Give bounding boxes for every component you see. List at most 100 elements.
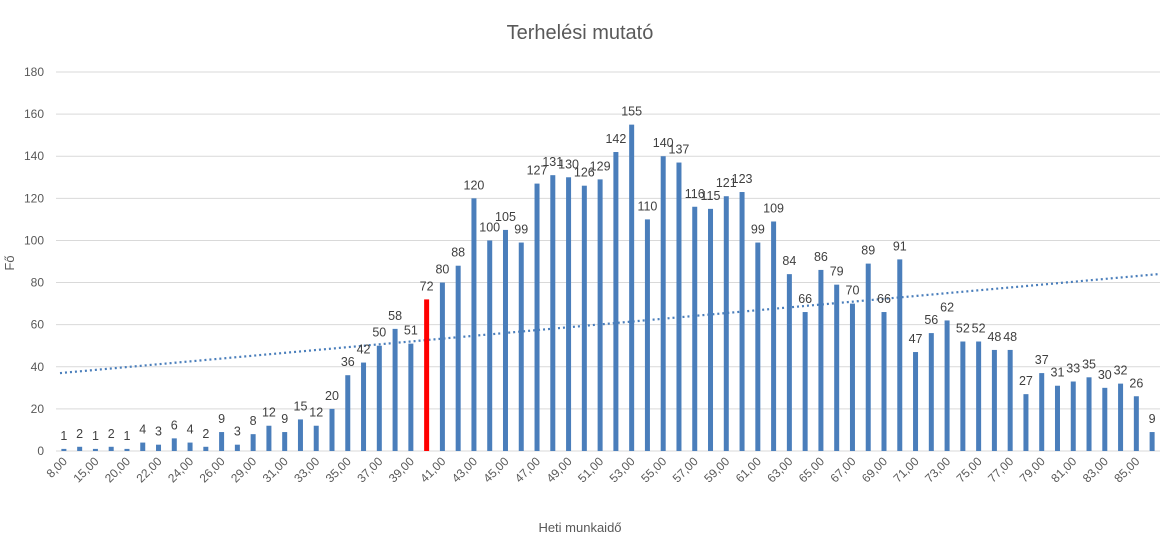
bar: [613, 152, 619, 451]
bar: [692, 206, 698, 451]
x-tick-label: 65,00: [796, 454, 827, 485]
bar: [991, 349, 997, 451]
bar: [392, 328, 398, 451]
data-label: 37: [1035, 353, 1049, 367]
data-label: 110: [637, 199, 657, 213]
x-tick-label: 75,00: [954, 454, 985, 485]
chart-title: Terhelési mutató: [507, 22, 654, 44]
bar: [771, 221, 777, 451]
data-label: 1: [60, 429, 67, 443]
data-label: 4: [187, 423, 194, 437]
bar: [534, 183, 540, 451]
trendline: [59, 273, 1159, 375]
data-label: 9: [281, 412, 288, 426]
data-label: 66: [798, 292, 812, 306]
x-tick-label: 63,00: [764, 454, 795, 485]
bar: [376, 345, 382, 451]
x-tick-label: 41,00: [417, 454, 448, 485]
data-label: 129: [590, 159, 611, 173]
bar: [156, 444, 162, 451]
y-tick-label: 80: [31, 276, 45, 290]
bar: [1007, 349, 1013, 451]
data-label: 2: [108, 427, 115, 441]
data-label: 109: [763, 201, 784, 215]
data-label: 4: [139, 423, 146, 437]
data-label: 99: [751, 223, 765, 237]
bar: [140, 442, 146, 451]
bar: [550, 175, 556, 451]
data-label: 89: [861, 244, 875, 258]
bar: [755, 242, 761, 451]
data-label: 9: [218, 412, 225, 426]
gridlines: [56, 71, 1160, 452]
x-tick-label: 47,00: [512, 454, 543, 485]
bar: [644, 219, 650, 451]
x-tick-label: 49,00: [544, 454, 575, 485]
data-label: 120: [464, 178, 485, 192]
data-label: 131: [542, 155, 563, 169]
bar: [297, 419, 303, 451]
data-label: 50: [372, 326, 386, 340]
x-tick-label: 26,00: [197, 454, 228, 485]
data-label: 32: [1114, 364, 1128, 378]
x-tick-label: 51,00: [575, 454, 606, 485]
data-label: 142: [605, 132, 626, 146]
bar: [92, 448, 98, 451]
data-label: 33: [1066, 362, 1080, 376]
x-tick-label: 69,00: [859, 454, 890, 485]
data-label: 42: [357, 343, 371, 357]
x-tick-label: 83,00: [1080, 454, 1111, 485]
bar: [518, 242, 524, 451]
data-label: 56: [924, 313, 938, 327]
bar: [897, 259, 903, 451]
data-label: 123: [732, 172, 753, 186]
data-label: 58: [388, 309, 402, 323]
data-label: 70: [846, 284, 860, 298]
data-label: 137: [669, 143, 690, 157]
data-label: 30: [1098, 368, 1112, 382]
data-label: 1: [123, 429, 130, 443]
y-tick-label: 40: [31, 360, 45, 374]
data-label: 8: [250, 414, 257, 428]
data-label: 35: [1082, 357, 1096, 371]
bar: [676, 162, 682, 452]
y-axis-ticks: 0 20 40 60 80 100 120 140 160 180: [24, 65, 44, 458]
x-tick-label: 15,00: [70, 454, 101, 485]
bar: [234, 444, 240, 451]
data-label: 47: [909, 332, 923, 346]
x-axis-ticks: 8,00 15,00 20,00 22,00 24,00 26,00 29,00 31,00 3…: [44, 454, 1143, 485]
bar: [849, 303, 855, 451]
bar: [1118, 383, 1124, 451]
bar: [455, 265, 461, 451]
data-label: 26: [1129, 376, 1143, 390]
x-tick-label: 79,00: [1017, 454, 1048, 485]
y-tick-label: 60: [31, 318, 45, 332]
bar: [77, 446, 83, 451]
data-label: 2: [76, 427, 83, 441]
bar: [1054, 385, 1060, 451]
bar: [487, 240, 493, 451]
x-tick-label: 37,00: [354, 454, 385, 485]
bar: [597, 179, 603, 451]
y-tick-label: 180: [24, 65, 44, 79]
bar: [266, 425, 272, 451]
data-label: 155: [621, 105, 642, 119]
bar: [865, 263, 871, 451]
bar: [1102, 387, 1108, 451]
data-label: 116: [685, 187, 705, 201]
bar: [566, 177, 572, 451]
bar: [1086, 377, 1092, 451]
bar: [471, 198, 477, 451]
bar: [1133, 396, 1139, 451]
data-label: 15: [294, 399, 308, 413]
bar: [960, 341, 966, 451]
bar: [723, 196, 729, 451]
data-label: 86: [814, 250, 828, 264]
y-tick-label: 100: [24, 233, 44, 247]
x-tick-label: 53,00: [607, 454, 638, 485]
data-label: 80: [435, 263, 449, 277]
x-tick-label: 39,00: [386, 454, 417, 485]
data-label: 48: [987, 330, 1001, 344]
